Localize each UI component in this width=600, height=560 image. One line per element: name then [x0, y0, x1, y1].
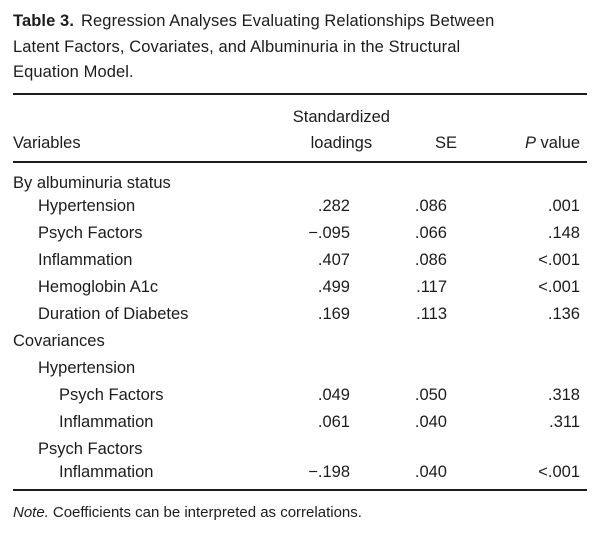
row-se-value: .117: [416, 277, 447, 296]
row-loading-value: .049: [317, 385, 350, 404]
header-row: Variables Standardized loadings SE P val…: [13, 93, 587, 163]
row-p-value: [447, 355, 587, 382]
table-caption: Table 3. Regression Analyses Evaluating R…: [13, 9, 587, 86]
row-label: Inflammation: [38, 250, 133, 269]
header-p-italic: P: [524, 133, 536, 152]
row-label: By albuminuria status: [13, 173, 171, 192]
row-p-value: .001: [547, 196, 580, 215]
table-row: Psych Factors .049 .050 .318: [13, 382, 587, 409]
row-se-value: [350, 436, 447, 463]
paper-page: Table 3. Regression Analyses Evaluating R…: [0, 9, 600, 560]
row-se-value: .040: [414, 462, 447, 481]
row-label: Hypertension: [38, 358, 136, 377]
row-label: Covariances: [13, 331, 105, 350]
note-text: Coefficients can be interpreted as corre…: [52, 503, 362, 521]
table-header: Variables Standardized loadings SE P val…: [13, 93, 587, 163]
header-standardized-loadings: Standardized loadings: [220, 93, 390, 163]
table-row: Inflammation .061 .040 .311: [13, 409, 587, 436]
row-se-value: [350, 162, 447, 193]
row-se-value: .086: [414, 250, 447, 269]
row-se-value: .050: [414, 385, 447, 404]
header-loadings-lines: Standardized loadings: [293, 104, 390, 156]
row-label: Psych Factors: [38, 439, 143, 458]
row-loading-value: [220, 162, 350, 193]
row-p-value: .318: [547, 385, 580, 404]
row-label: Psych Factors: [59, 385, 164, 404]
row-p-value: <.001: [538, 462, 580, 481]
header-se-label: SE: [434, 133, 457, 152]
row-label: Hypertension: [38, 196, 136, 215]
row-se-value: .113: [416, 304, 447, 323]
row-loading-value: .061: [317, 412, 350, 431]
row-p-value: .136: [547, 304, 580, 323]
row-p-value: [447, 328, 587, 355]
regression-table: Variables Standardized loadings SE P val…: [13, 92, 587, 491]
header-loadings-line2: loadings: [310, 133, 373, 152]
row-p-value: .148: [547, 223, 580, 242]
row-label: Hemoglobin A1c: [38, 277, 159, 296]
header-se: SE: [350, 93, 457, 163]
row-loading-value: .407: [317, 250, 350, 269]
caption-line-2: Latent Factors, Covariates, and Albuminu…: [13, 37, 461, 56]
row-se-value: .086: [414, 196, 447, 215]
row-se-value: [350, 355, 447, 382]
table-row: Hemoglobin A1c .499 .117 <.001: [13, 274, 587, 301]
row-label: Psych Factors: [38, 223, 143, 242]
header-p-rest: value: [535, 133, 580, 152]
table-row: By albuminuria status: [13, 162, 587, 193]
row-label: Duration of Diabetes: [38, 304, 189, 323]
table-row: Hypertension: [13, 355, 587, 382]
row-p-value: [447, 162, 587, 193]
row-loading-value: −.198: [308, 462, 350, 481]
row-p-value: <.001: [538, 277, 580, 296]
caption-line-1: Table 3. Regression Analyses Evaluating R…: [13, 9, 587, 35]
row-loading-value: .499: [317, 277, 350, 296]
table-row: Psych Factors: [13, 436, 587, 463]
row-se-value: .066: [414, 223, 447, 242]
row-p-value: .311: [549, 412, 580, 431]
note-label: Note.: [13, 503, 49, 521]
caption-text-1: Regression Analyses Evaluating Relations…: [81, 12, 495, 30]
row-p-value: <.001: [538, 250, 580, 269]
table-row: Inflammation .407 .086 <.001: [13, 247, 587, 274]
row-label: Inflammation: [59, 462, 154, 481]
table-number-label: Table 3.: [13, 12, 75, 30]
header-loadings-line1: Standardized: [292, 107, 390, 126]
row-loading-value: −.095: [308, 223, 350, 242]
table-body: By albuminuria status Hypertension .282 …: [13, 162, 587, 490]
table-row: Covariances: [13, 328, 587, 355]
table-row: Duration of Diabetes .169 .113 .136: [13, 301, 587, 328]
row-se-value: .040: [414, 412, 447, 431]
row-label: Inflammation: [59, 412, 154, 431]
table-row: Psych Factors −.095 .066 .148: [13, 220, 587, 247]
row-loading-value: .282: [317, 196, 350, 215]
row-loading-value: [220, 355, 350, 382]
header-variables: Variables: [13, 93, 220, 163]
row-loading-value: [220, 328, 350, 355]
table-row: Hypertension .282 .086 .001: [13, 193, 587, 220]
row-loading-value: .169: [317, 304, 350, 323]
row-se-value: [350, 328, 447, 355]
caption-line-3: Equation Model.: [13, 63, 134, 81]
row-p-value: [447, 436, 587, 463]
table-note: Note. Coefficients can be interpreted as …: [13, 503, 587, 522]
header-p-value: P value: [447, 93, 587, 163]
row-loading-value: [220, 436, 350, 463]
table-row: Inflammation −.198 .040 <.001: [13, 463, 587, 490]
